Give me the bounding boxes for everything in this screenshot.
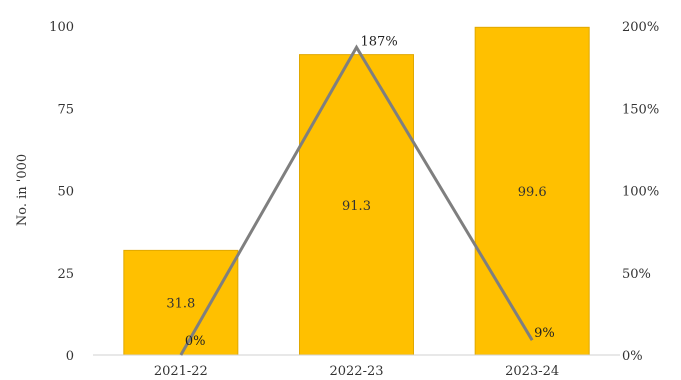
x-tick-label: 2022-23 xyxy=(329,364,383,379)
y-tick-label: 100 xyxy=(49,20,74,35)
bar-value-label: 31.8 xyxy=(166,297,195,312)
y-tick-label: 0 xyxy=(66,349,74,364)
bar xyxy=(299,54,414,356)
y2-tick-label: 50% xyxy=(622,267,651,282)
y-tick-label: 75 xyxy=(57,102,74,117)
y-tick-label: 25 xyxy=(57,267,74,282)
bar-value-label: 99.6 xyxy=(518,185,547,200)
line-value-label: 9% xyxy=(534,326,555,341)
growth-line xyxy=(179,44,534,356)
x-tick-label: 2023-24 xyxy=(505,364,559,379)
line-value-label: 0% xyxy=(185,334,206,349)
y2-tick-label: 150% xyxy=(622,102,659,117)
bar xyxy=(123,249,239,356)
bar-value-label: 91.3 xyxy=(342,199,371,214)
bars-layer: 31.8 91.3 99.6 xyxy=(123,26,590,356)
y-tick-label: 50 xyxy=(57,185,74,200)
y-axis-label: No. in '000 xyxy=(15,154,30,226)
x-tick-label: 2021-22 xyxy=(154,364,208,379)
line-value-label: 187% xyxy=(361,34,398,49)
line-layer: 0% 187% 9% xyxy=(179,34,555,356)
bar xyxy=(474,26,590,356)
ticks-layer: 0 25 50 75 100 0% 50% 100% 150% 200% 2021-22 2022-2… xyxy=(49,20,659,379)
y2-tick-label: 0% xyxy=(622,349,643,364)
y2-tick-label: 100% xyxy=(622,185,659,200)
y2-tick-label: 200% xyxy=(622,20,659,35)
